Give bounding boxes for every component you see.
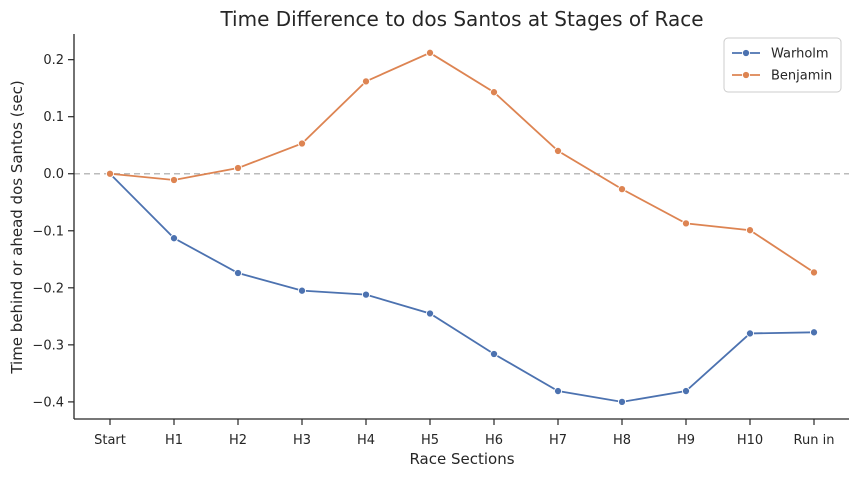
data-point-benjamin <box>361 77 371 86</box>
x-tick-label: H3 <box>293 433 311 448</box>
x-tick-label: H8 <box>613 433 631 448</box>
legend: Warholm Benjamin <box>723 37 842 93</box>
data-point-benjamin <box>745 226 755 235</box>
data-point-benjamin <box>809 268 819 277</box>
data-point-warholm <box>745 329 755 338</box>
data-point-warholm <box>681 387 691 396</box>
x-tick-label: H9 <box>677 433 695 448</box>
data-point-warholm <box>297 286 307 295</box>
data-point-benjamin <box>105 169 115 178</box>
legend-label-benjamin: Benjamin <box>771 69 832 84</box>
data-point-warholm <box>809 328 819 337</box>
y-tick-label: −0.3 <box>32 338 64 353</box>
series-line-benjamin <box>109 51 815 274</box>
legend-box <box>723 37 842 93</box>
series-line-warholm <box>109 173 815 403</box>
x-tick-label: H4 <box>357 433 375 448</box>
y-tick-label: 0.2 <box>43 53 64 68</box>
data-point-benjamin <box>233 163 243 173</box>
data-point-benjamin <box>617 185 627 194</box>
data-point-benjamin <box>169 175 179 185</box>
data-point-warholm <box>425 309 435 318</box>
y-tick-label: −0.4 <box>32 395 64 410</box>
data-point-warholm <box>617 397 627 406</box>
chart-title: Time Difference to dos Santos at Stages … <box>219 7 703 31</box>
x-tick-label: H1 <box>165 433 183 448</box>
data-point-benjamin <box>489 88 499 97</box>
data-point-warholm <box>233 268 243 278</box>
y-tick-label: −0.1 <box>32 224 64 239</box>
data-point-benjamin <box>553 146 563 155</box>
legend-marker-warholm <box>741 48 751 58</box>
data-point-benjamin <box>297 139 307 148</box>
y-tick-label: 0.0 <box>43 167 64 182</box>
y-tick-label: −0.2 <box>32 281 64 296</box>
x-tick-label: Run in <box>794 433 835 448</box>
data-point-warholm <box>169 234 179 243</box>
x-tick-label: H5 <box>421 433 439 448</box>
legend-label-warholm: Warholm <box>771 47 829 62</box>
data-point-warholm <box>489 349 499 359</box>
x-tick-label: H7 <box>549 433 567 448</box>
x-tick-label: H6 <box>485 433 503 448</box>
legend-marker-benjamin <box>741 70 751 80</box>
data-point-benjamin <box>425 48 435 57</box>
data-point-benjamin <box>681 219 691 228</box>
data-point-warholm <box>553 387 563 396</box>
y-tick-label: 0.1 <box>43 110 64 125</box>
x-tick-label: H10 <box>737 433 763 448</box>
data-point-warholm <box>361 290 371 299</box>
x-axis-label: Race Sections <box>409 450 514 468</box>
plot-area: −0.4 −0.3 −0.2 −0.1 0.0 0.1 0.2 Start H1 H2 H3 H4 H5… <box>32 34 849 448</box>
x-tick-label: H2 <box>229 433 247 448</box>
y-axis-label: Time behind or ahead dos Santos (sec) <box>8 80 26 374</box>
x-tick-label: Start <box>94 433 126 448</box>
